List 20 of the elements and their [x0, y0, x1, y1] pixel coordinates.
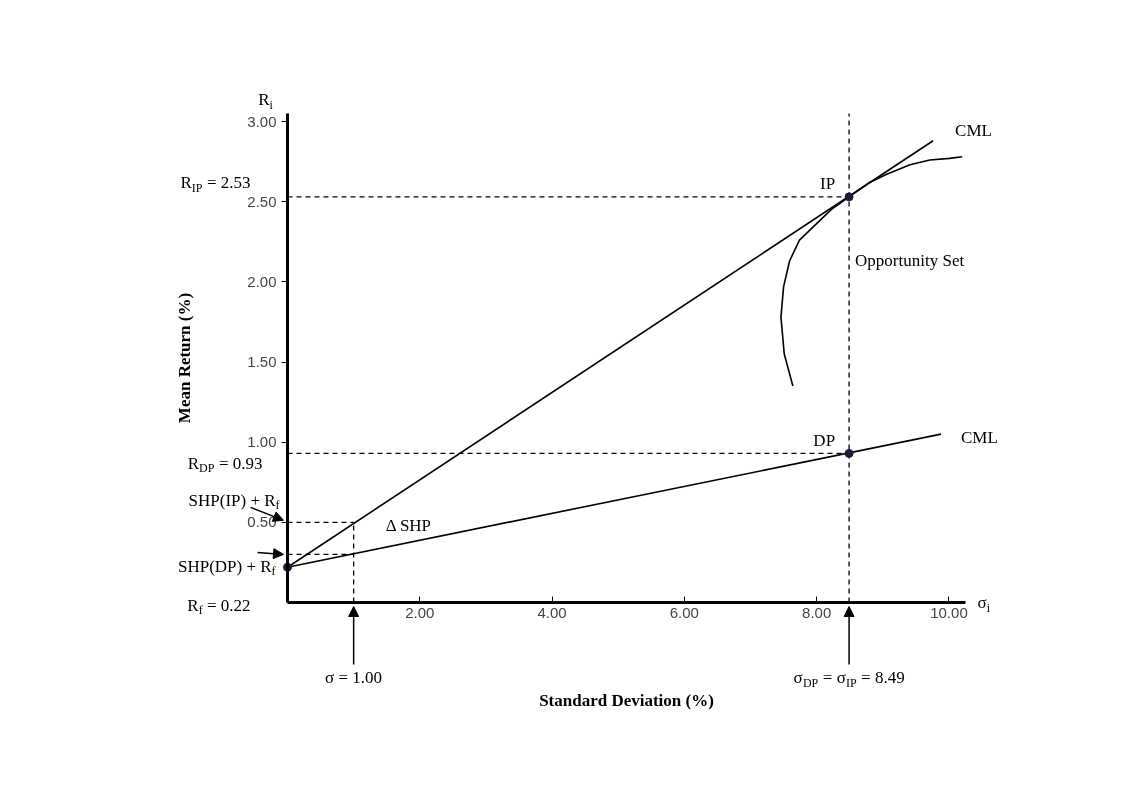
y-axis-title: Mean Return (%): [175, 292, 195, 424]
x-tick-label: 10.00: [930, 603, 968, 621]
x-axis-title: Standard Deviation (%): [539, 690, 714, 710]
annotation: Δ SHP: [385, 515, 432, 535]
x-tick-label: 2.00: [405, 603, 435, 621]
x-tick-label: 6.00: [669, 603, 699, 621]
y-tick-label: 0.50: [247, 513, 277, 531]
y-tick-label: 2.50: [247, 192, 277, 210]
annotation: DP: [813, 430, 836, 450]
annotation: σ = 1.00: [325, 668, 383, 687]
y-tick-label: 3.00: [247, 112, 277, 130]
text: Opportunity Set: [855, 251, 965, 271]
x-tick-label: 4.00: [537, 603, 567, 621]
y-tick-label: 2.00: [247, 272, 277, 290]
series-label: CML: [961, 427, 998, 447]
y-tick-label: 1.00: [247, 433, 277, 451]
annotation: IP: [819, 174, 836, 194]
series-label: CML: [955, 121, 992, 141]
x-tick-label: 8.00: [802, 603, 832, 621]
y-tick-label: 1.50: [247, 353, 277, 371]
